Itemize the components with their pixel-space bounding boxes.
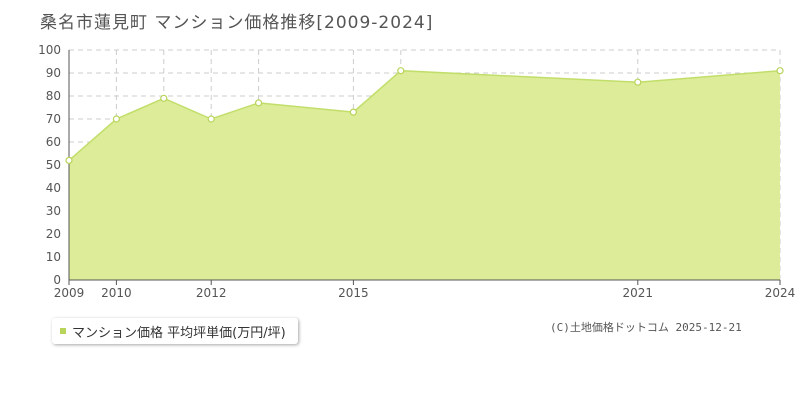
axis-layer: 0 10 20 30 40 50 60 70 80 90 100 2009 2010 2012 2015 20… [38, 43, 795, 300]
copyright-text: (C)土地価格ドットコム 2025-12-21 [550, 321, 742, 334]
y-tick-label: 60 [46, 135, 61, 149]
y-tick-label: 70 [46, 112, 61, 126]
x-tick-label: 2015 [338, 286, 369, 300]
y-tick-label: 10 [46, 250, 61, 264]
x-tick-label: 2021 [623, 286, 654, 300]
y-tick-label: 90 [46, 66, 61, 80]
y-tick-label: 0 [53, 273, 61, 287]
data-point-marker [349, 108, 357, 116]
y-tick-label: 80 [46, 89, 61, 103]
data-point-marker [255, 99, 263, 107]
x-tick-label: 2010 [101, 286, 132, 300]
legend-label: マンション価格 平均坪単価(万円/坪) [72, 325, 286, 341]
data-point-marker [112, 115, 121, 123]
legend: マンション価格 平均坪単価(万円/坪) [52, 318, 298, 344]
data-point-marker [207, 115, 215, 123]
y-tick-label: 50 [46, 158, 61, 172]
y-tick-label: 40 [46, 181, 61, 195]
data-point-marker [160, 94, 168, 102]
y-tick-label: 20 [46, 227, 61, 241]
data-point-marker [634, 78, 642, 86]
data-point-marker [776, 67, 784, 75]
x-tick-label: 2024 [765, 286, 796, 300]
price-area-chart: 0 10 20 30 40 50 60 70 80 90 100 2009 2010 2012 2015 20… [38, 43, 795, 300]
legend-swatch [60, 328, 66, 334]
data-point-marker [65, 156, 73, 164]
chart-title: 桑名市蓮見町 マンション価格推移[2009-2024] [40, 13, 434, 33]
area-fill [69, 70, 780, 280]
marker-layer [65, 67, 784, 164]
area-layer [68, 69, 781, 280]
x-tick-label: 2009 [54, 286, 85, 300]
data-point-marker [397, 67, 405, 75]
x-tick-label: 2012 [196, 286, 227, 300]
y-tick-label: 30 [46, 204, 61, 218]
y-tick-label: 100 [38, 43, 61, 57]
